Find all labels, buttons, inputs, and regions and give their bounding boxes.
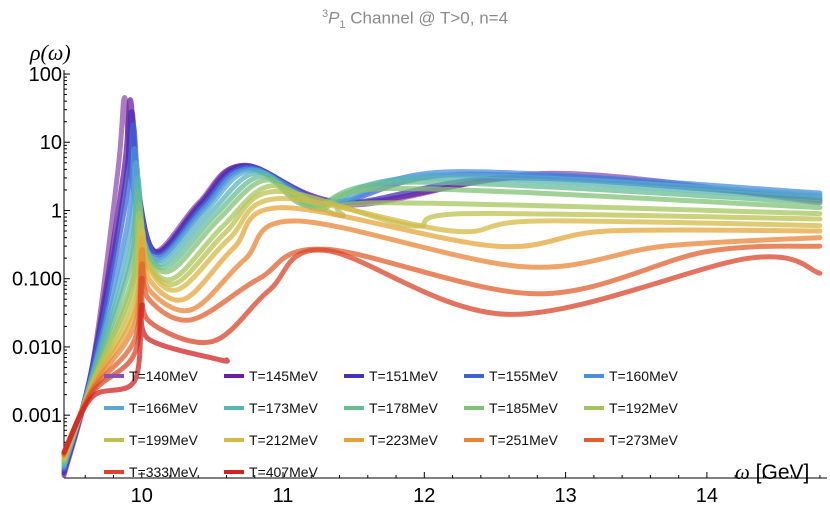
y-tick-label: 100: [29, 64, 62, 86]
legend-label: T=173MeV: [249, 400, 319, 416]
legend-label: T=199MeV: [129, 432, 199, 448]
y-tick-label: 1: [51, 200, 62, 222]
series-line: [61, 183, 823, 463]
y-tick-label: 0.001: [12, 405, 62, 427]
x-tick-label: 10: [131, 485, 153, 507]
x-axis-symbol: ω: [735, 460, 750, 484]
y-axis-label: ρ(ω): [30, 40, 71, 65]
x-tick-label: 11: [273, 485, 294, 507]
legend-label: T=151MeV: [369, 368, 439, 384]
legend-label: T=155MeV: [489, 368, 559, 384]
series-line: [61, 170, 823, 467]
x-tick-label: 12: [413, 485, 435, 507]
series-curves: [61, 95, 823, 479]
y-tick-label: 10: [40, 132, 62, 154]
title-rest: Channel @ T>0, n=4: [345, 8, 509, 28]
y-tick-label: 0.100: [12, 269, 62, 291]
axes: 10 11 12 13 14 0.001 0.010 0.100 1 10 100: [12, 64, 827, 507]
x-axis-label: ω [GeV]: [735, 460, 809, 485]
title-subscript: 1: [339, 19, 346, 32]
legend-label: T=178MeV: [369, 400, 439, 416]
legend: T=140MeV T=145MeV T=151MeV T=155MeV T=160MeV…: [104, 368, 679, 480]
legend-label: T=223MeV: [369, 432, 439, 448]
title-letter: P: [328, 8, 340, 28]
legend-label: T=166MeV: [129, 400, 199, 416]
legend-label: T=333MeV: [129, 464, 199, 480]
series-line: [61, 302, 230, 455]
x-axis-unit: [GeV]: [749, 461, 810, 484]
series-line: [61, 188, 823, 462]
x-tick-label: 13: [554, 485, 576, 507]
legend-label: T=212MeV: [249, 432, 319, 448]
x-tick-label: 14: [696, 485, 718, 507]
chart-title: 3P1 Channel @ T>0, n=4: [0, 8, 830, 31]
legend-label: T=140MeV: [129, 368, 199, 384]
legend-label: T=145MeV: [249, 368, 319, 384]
series-line: [61, 218, 823, 458]
series-line: [61, 95, 823, 479]
legend-label: T=407MeV: [249, 464, 319, 480]
legend-label: T=251MeV: [489, 432, 559, 448]
series-line: [61, 97, 823, 476]
legend-label: T=185MeV: [489, 400, 559, 416]
series-line: [61, 195, 823, 460]
series-line: [61, 173, 823, 466]
series-line: [61, 243, 823, 457]
series-line: [61, 160, 823, 469]
title-superscript: 3: [321, 8, 329, 20]
series-line: [61, 205, 823, 459]
legend-label: T=192MeV: [609, 400, 679, 416]
legend-label: T=273MeV: [609, 432, 679, 448]
legend-label: T=160MeV: [609, 368, 679, 384]
series-line: [61, 247, 823, 456]
y-tick-label: 0.010: [12, 337, 62, 359]
